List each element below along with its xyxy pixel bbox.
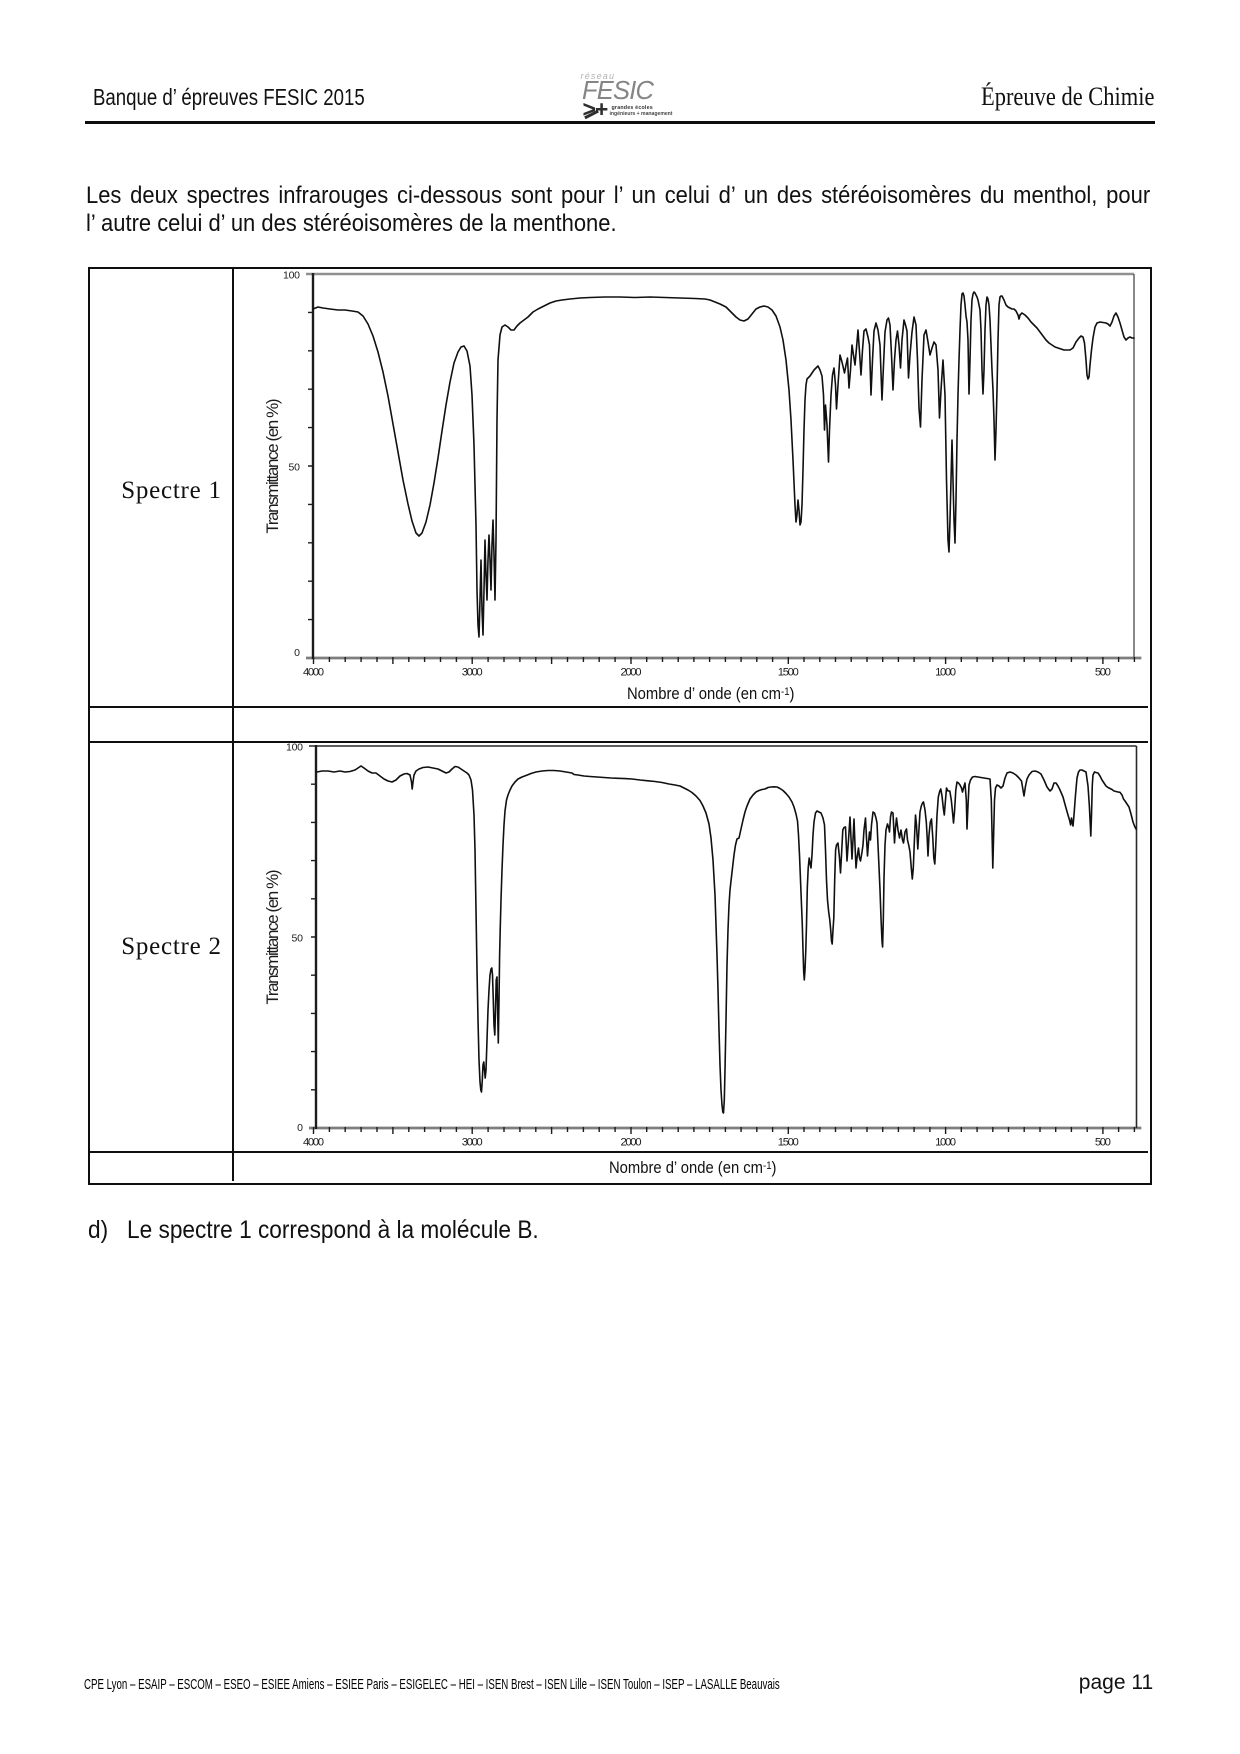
svg-text:2000: 2000 (621, 667, 642, 679)
svg-text:4000: 4000 (303, 1137, 324, 1149)
svg-text:4000: 4000 (303, 667, 324, 679)
svg-text:100: 100 (283, 270, 300, 282)
svg-text:100: 100 (286, 742, 303, 754)
svg-text:1500: 1500 (778, 667, 799, 679)
svg-text:3000: 3000 (462, 1137, 483, 1149)
svg-text:500: 500 (1095, 667, 1111, 679)
svg-text:Transmittance (en %): Transmittance (en %) (263, 399, 282, 534)
svg-text:0: 0 (297, 1122, 303, 1134)
svg-text:1500: 1500 (778, 1137, 799, 1149)
svg-text:3000: 3000 (462, 667, 483, 679)
svg-text:2000: 2000 (621, 1137, 642, 1149)
svg-text:50: 50 (292, 933, 304, 945)
svg-text:1000: 1000 (935, 1137, 956, 1149)
svg-text:1000: 1000 (935, 667, 956, 679)
svg-text:Transmittance (en %): Transmittance (en %) (263, 870, 282, 1005)
svg-text:500: 500 (1095, 1137, 1111, 1149)
svg-text:50: 50 (289, 462, 301, 474)
svg-text:0: 0 (294, 647, 300, 659)
